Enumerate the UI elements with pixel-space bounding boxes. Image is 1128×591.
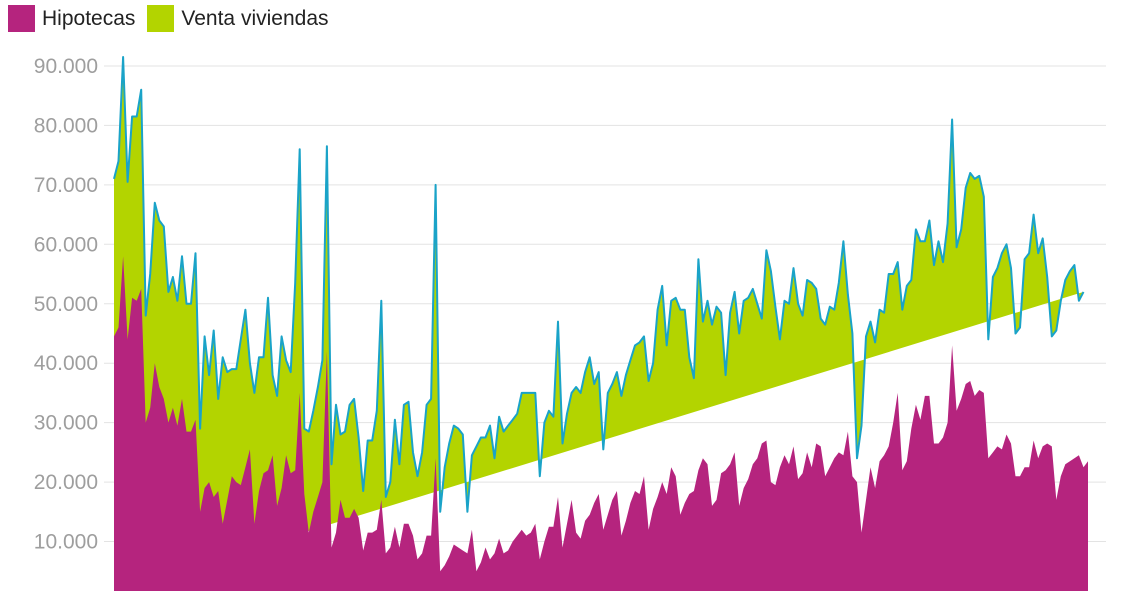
y-tick-label-50000: 50.000 [34, 293, 98, 316]
legend-label-hipotecas: Hipotecas [42, 6, 136, 30]
legend: Hipotecas Venta viviendas [8, 5, 341, 32]
y-axis: 10.000 20.000 30.000 40.000 50.000 60.000 70.0… [34, 55, 98, 554]
y-tick-label-60000: 60.000 [34, 233, 98, 256]
y-tick-label-80000: 80.000 [34, 114, 98, 137]
legend-label-venta-viviendas: Venta viviendas [181, 6, 329, 30]
area-hipotecas [114, 256, 1088, 591]
legend-swatch-venta-viviendas [147, 5, 175, 32]
y-tick-label-10000: 10.000 [34, 531, 98, 554]
y-tick-label-70000: 70.000 [34, 174, 98, 197]
legend-swatch-hipotecas [8, 5, 35, 32]
y-tick-label-20000: 20.000 [34, 471, 98, 494]
legend-item-venta-viviendas[interactable]: Venta viviendas [147, 5, 329, 32]
legend-item-hipotecas[interactable]: Hipotecas [8, 5, 135, 32]
y-tick-label-40000: 40.000 [34, 352, 98, 375]
y-tick-label-30000: 30.000 [34, 412, 98, 435]
line-total [113, 56, 1085, 513]
plot-area [113, 56, 1088, 591]
y-tick-label-90000: 90.000 [34, 55, 98, 78]
area-venta-viviendas [114, 57, 1084, 591]
